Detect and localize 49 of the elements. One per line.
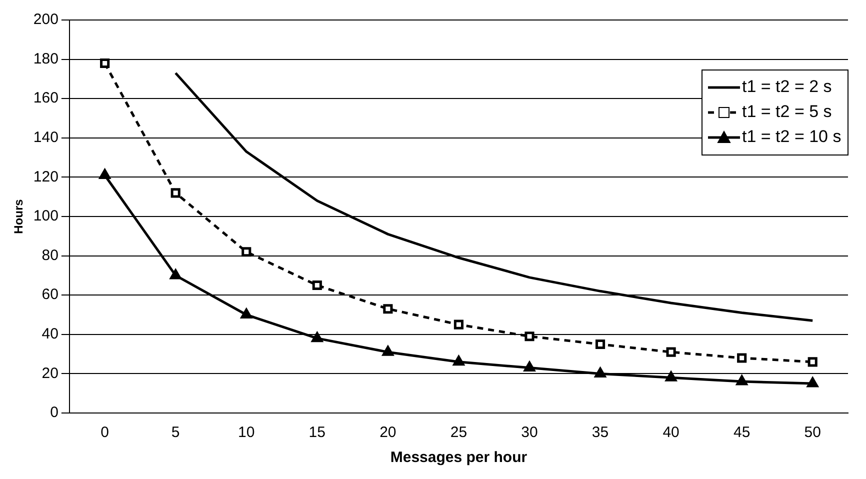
y-tick-label: 180 xyxy=(33,50,58,68)
x-tick-label: 10 xyxy=(238,424,255,442)
point xyxy=(170,188,180,198)
x-tick-label: 35 xyxy=(592,424,609,442)
point xyxy=(595,339,606,350)
x-tick-label: 15 xyxy=(308,424,326,442)
legend-label: t1 = t2 = 2 s xyxy=(742,77,832,96)
point xyxy=(524,332,534,342)
y-tick-label: 40 xyxy=(42,326,58,343)
point xyxy=(524,362,536,372)
legend-label: t1 = t2 = 5 s xyxy=(742,102,832,122)
legend-label: t1 = t2 = 10 s xyxy=(742,127,842,146)
y-tick-label: 60 xyxy=(42,286,58,304)
point xyxy=(170,269,182,280)
y-tick-label: 80 xyxy=(42,246,58,264)
point xyxy=(807,377,818,388)
point xyxy=(312,280,322,290)
x-axis-title: Messages per hour xyxy=(390,449,528,466)
point xyxy=(454,320,464,330)
y-tick-label: 140 xyxy=(33,129,58,146)
x-tick-label: 45 xyxy=(733,424,750,442)
x-tick-label: 50 xyxy=(804,424,821,442)
y-tick-label: 120 xyxy=(33,168,58,186)
point xyxy=(666,347,676,357)
y-tick-label: 20 xyxy=(42,364,58,382)
y-tick-label: 0 xyxy=(50,404,58,422)
x-tick-label: 30 xyxy=(521,424,538,442)
y-tick-label: 100 xyxy=(33,208,58,225)
x-tick-label: 20 xyxy=(380,424,396,442)
y-axis-title: Hours xyxy=(12,198,26,234)
point xyxy=(312,332,323,342)
point xyxy=(99,168,110,179)
x-tick-label: 25 xyxy=(450,424,468,442)
point xyxy=(808,357,818,367)
point xyxy=(594,367,606,378)
x-tick-label: 40 xyxy=(662,424,680,442)
point xyxy=(736,375,748,386)
y-tick-label: 200 xyxy=(33,11,58,28)
point xyxy=(240,308,252,318)
y-tick-label: 160 xyxy=(33,90,58,107)
point xyxy=(100,58,110,68)
x-tick-label: 0 xyxy=(100,424,109,442)
point xyxy=(737,353,747,363)
x-tick-label: 5 xyxy=(171,424,180,442)
point xyxy=(665,371,677,382)
point xyxy=(453,356,464,366)
point xyxy=(383,304,393,314)
point xyxy=(242,247,252,257)
point xyxy=(382,346,394,356)
